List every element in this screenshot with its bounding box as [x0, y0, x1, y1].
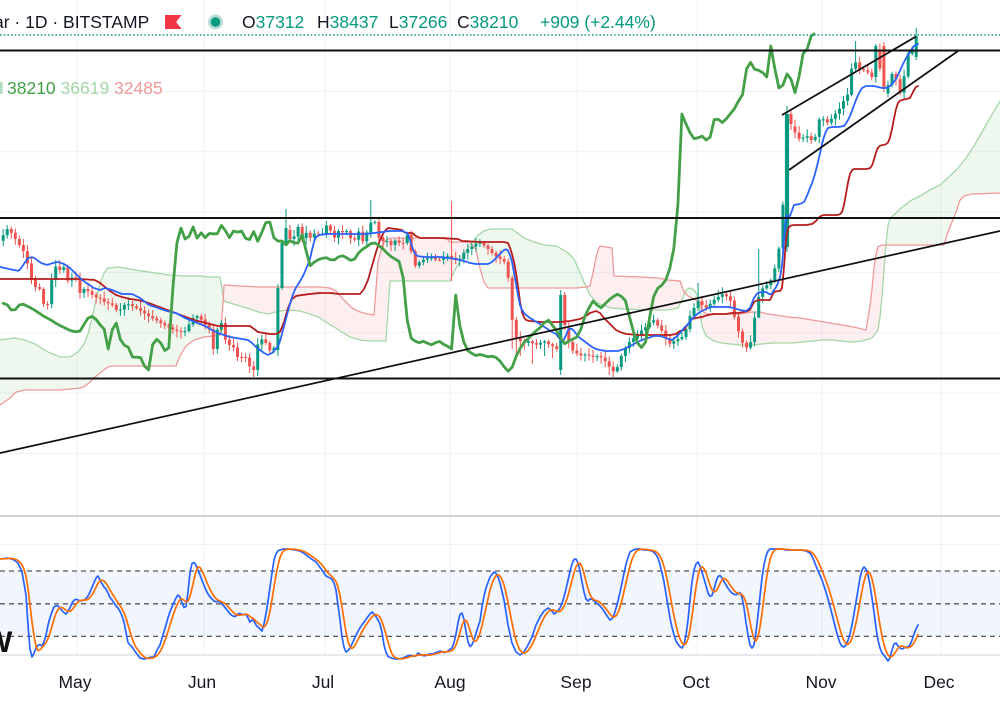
svg-text:Sep: Sep: [560, 672, 591, 692]
svg-text:ar · 1D · BITSTAMP: ar · 1D · BITSTAMP: [0, 12, 149, 32]
svg-text:Jun: Jun: [188, 672, 216, 692]
svg-text:W: W: [0, 626, 13, 659]
svg-text:Jul: Jul: [312, 672, 334, 692]
svg-text:38210 36619 32485: 38210 36619 32485: [7, 78, 163, 98]
svg-text:Dec: Dec: [923, 672, 954, 692]
svg-text:May: May: [58, 672, 91, 692]
svg-text:Aug: Aug: [434, 672, 465, 692]
svg-text:Nov: Nov: [805, 672, 836, 692]
svg-text:Oct: Oct: [682, 672, 709, 692]
